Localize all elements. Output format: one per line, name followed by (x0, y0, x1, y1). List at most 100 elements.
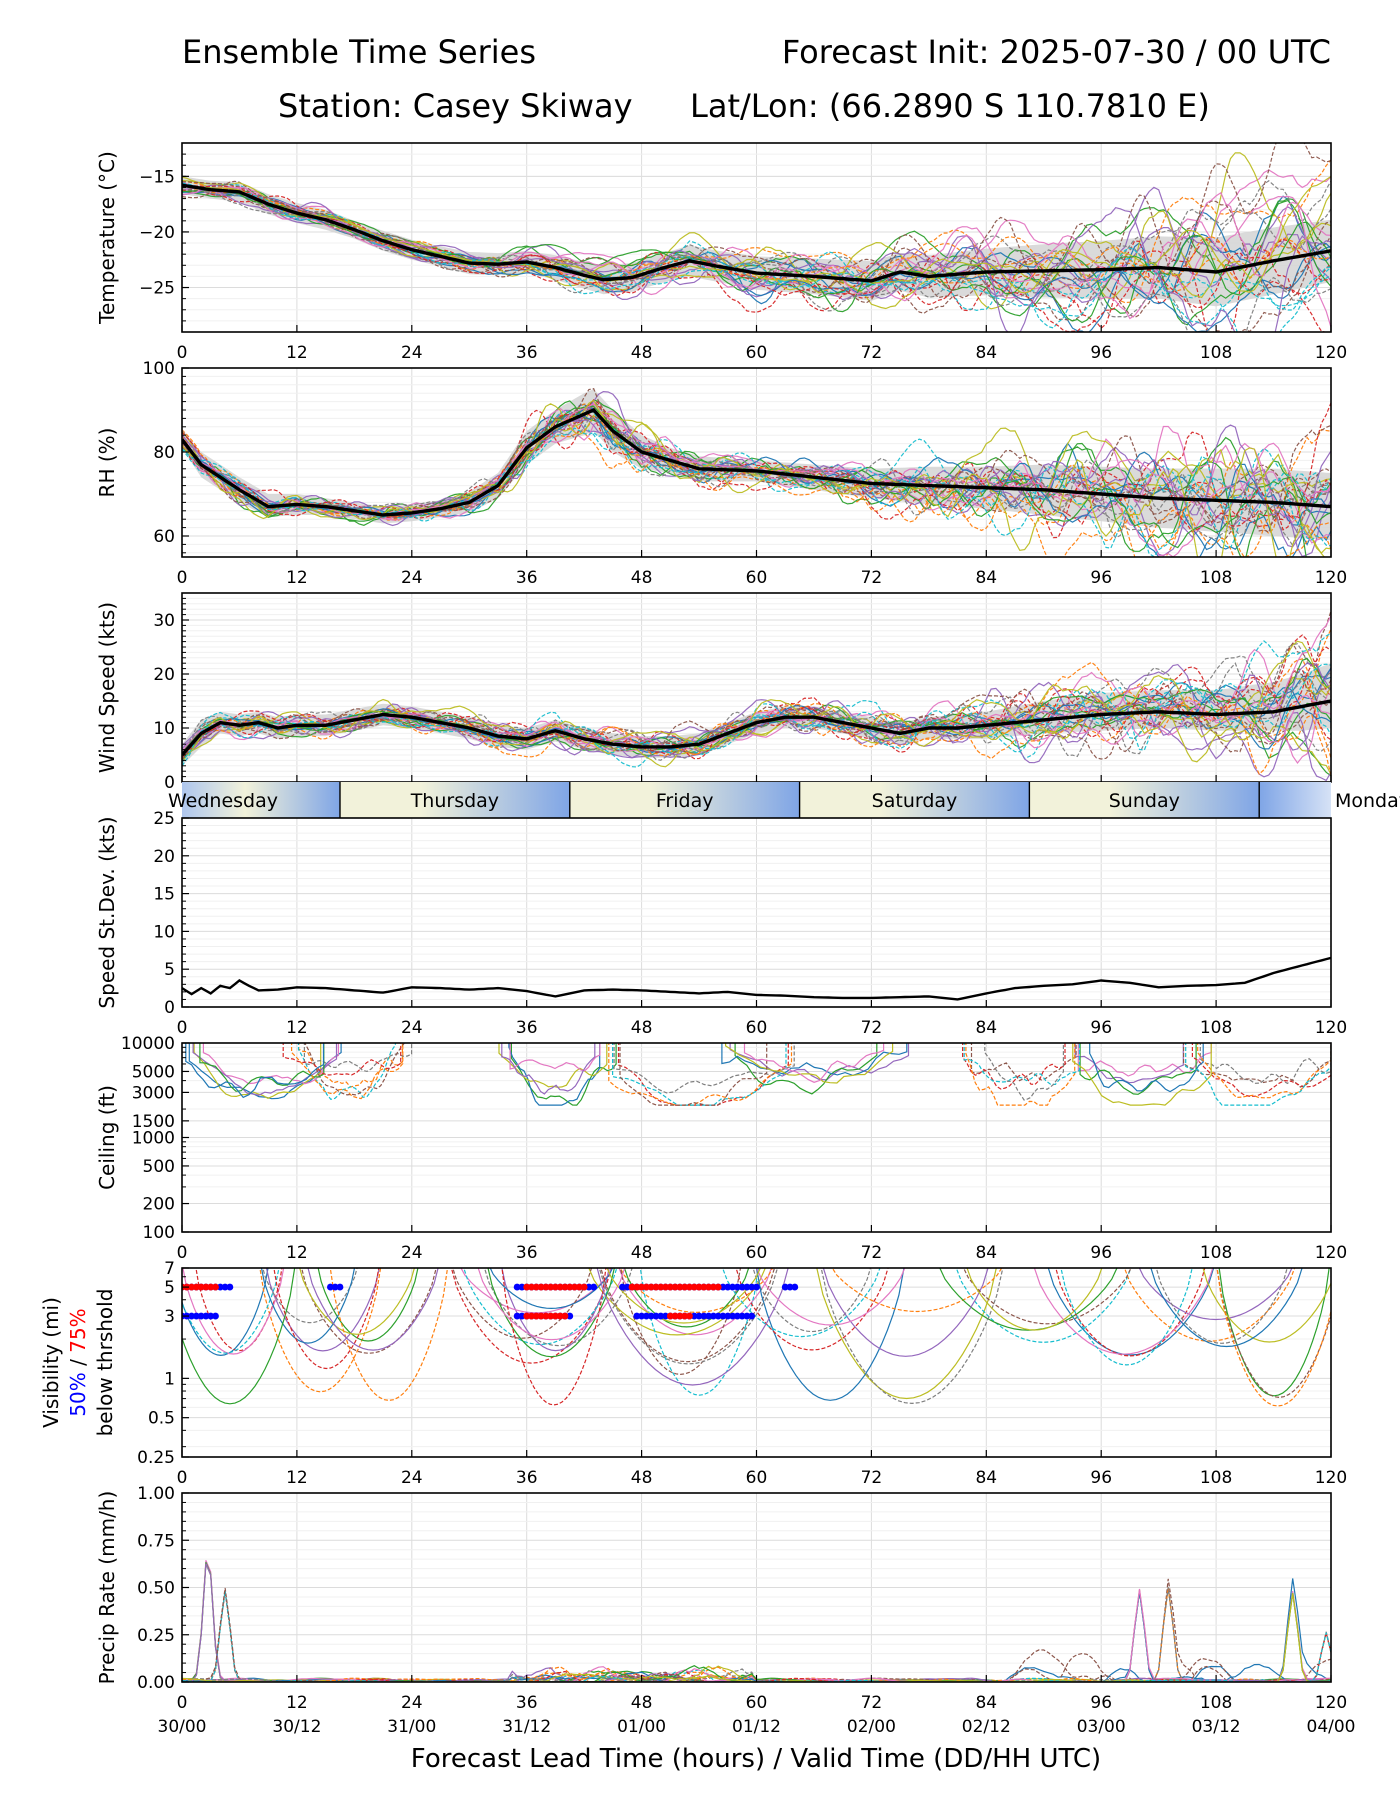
ceiling-member-line (613, 1043, 795, 1094)
ceiling-ytick-label: 500 (143, 1157, 175, 1177)
threshold-marker-75pct (571, 1283, 578, 1291)
day-band (1259, 782, 1331, 818)
threshold-marker-50pct (188, 1312, 195, 1320)
rh-plot-area (182, 388, 1331, 557)
valid-time-label: 31/00 (387, 1717, 436, 1737)
threshold-marker-50pct (710, 1312, 717, 1320)
threshold-marker-50pct (331, 1283, 339, 1291)
visibility-xtick-label: 120 (1315, 1468, 1347, 1488)
ceiling-ytick-label: 3000 (132, 1083, 175, 1103)
visibility-member-line (299, 1268, 416, 1335)
precip-ytick-label: 0.25 (137, 1626, 175, 1646)
rh-ytick-label: 100 (143, 359, 175, 379)
threshold-marker-75pct (681, 1312, 689, 1320)
rh-panel: 60 80 100 0 12 24 36 48 60 72 84 96 108 120 RH (%) (95, 359, 1347, 588)
threshold-marker-75pct (642, 1283, 650, 1291)
visibility-xtick-label: 36 (516, 1468, 538, 1488)
precip-member-line (182, 1588, 1331, 1682)
visibility-member-line (452, 1268, 593, 1339)
speed-stdev-xtick-label: 108 (1200, 1018, 1232, 1038)
visibility-member-line (619, 1268, 742, 1376)
threshold-marker-50pct (690, 1312, 698, 1320)
valid-time-label: 04/00 (1307, 1717, 1356, 1737)
threshold-marker-50pct (585, 1283, 593, 1291)
threshold-marker-75pct (700, 1283, 708, 1291)
ceiling-ytick-label: 200 (143, 1195, 175, 1215)
ceiling-member-line (509, 1043, 601, 1072)
wind-speed-member-line (182, 632, 1331, 759)
threshold-marker-75pct (537, 1283, 545, 1291)
precip-xtick-label: 72 (861, 1693, 883, 1713)
day-band (1029, 782, 1260, 818)
rh-xtick-label: 84 (975, 568, 997, 588)
precip-ytick-label: 0.50 (137, 1579, 175, 1599)
day-band (569, 782, 800, 818)
temperature-xtick-label: 0 (177, 343, 188, 363)
panels: −15−20−250 12 24 36 48 60 72 84 96 108 120Temperat… (39, 142, 1400, 1737)
day-label: Thursday (410, 790, 499, 812)
precip-ytick-label: 1.00 (137, 1484, 175, 1504)
visibility-member-line (450, 1268, 612, 1364)
threshold-marker-50pct (786, 1283, 794, 1291)
visibility-member-line (735, 1268, 889, 1351)
temperature-member-line (182, 181, 1331, 304)
precip-ytick-label: 0.75 (137, 1531, 175, 1551)
rh-xtick-label: 60 (746, 568, 768, 588)
valid-time-label: 02/12 (962, 1717, 1011, 1737)
threshold-marker-50pct (743, 1283, 751, 1291)
day-band (182, 782, 340, 818)
threshold-marker-50pct (623, 1283, 631, 1291)
wind-speed-plot-area (182, 610, 1331, 782)
temperature-member-line (182, 186, 1331, 328)
ceiling-xtick-label: 24 (401, 1243, 423, 1263)
threshold-marker-75pct (528, 1283, 535, 1291)
threshold-marker-75pct (528, 1312, 535, 1320)
temperature-panel: −15 −20 −25 0 12 24 36 48 60 72 84 96 108 120 Temperat… (95, 142, 1347, 363)
ceiling-ylabel: Ceiling (ft) (95, 1085, 119, 1190)
temperature-xtick-label: 108 (1200, 343, 1232, 363)
visibility-member-line (639, 1268, 760, 1396)
threshold-marker-75pct (523, 1283, 531, 1291)
ceiling-member-line (1072, 1043, 1212, 1106)
day-label: Wednesday (168, 790, 278, 812)
threshold-marker-75pct (676, 1283, 684, 1291)
temperature-member-line (182, 183, 1331, 332)
threshold-marker-50pct (518, 1312, 526, 1320)
ceiling-member-line (202, 1043, 339, 1085)
visibility-member-line (822, 1268, 989, 1357)
temperature-member-line (182, 189, 1331, 332)
threshold-marker-75pct (628, 1283, 636, 1291)
rh-member-line (182, 413, 1331, 551)
visibility-member-line (1123, 1268, 1296, 1342)
threshold-marker-50pct (652, 1312, 660, 1320)
threshold-marker-50pct (719, 1283, 727, 1291)
threshold-marker-50pct (336, 1283, 344, 1291)
rh-xtick-label: 48 (631, 568, 653, 588)
visibility-xtick-label: 24 (401, 1468, 423, 1488)
visibility-ytick-label: 3 (164, 1307, 175, 1327)
day-bar (182, 782, 1331, 818)
threshold-marker-75pct (556, 1312, 564, 1320)
threshold-marker-75pct (542, 1283, 550, 1291)
ceiling-member-line (963, 1043, 1080, 1086)
ceiling-ytick-label: 1500 (132, 1112, 175, 1132)
threshold-marker-50pct (733, 1283, 741, 1291)
visibility-member-line (1055, 1268, 1206, 1357)
threshold-marker-75pct (547, 1312, 555, 1320)
wind-speed-ylabel: Wind Speed (kts) (95, 602, 119, 773)
threshold-marker-50pct (212, 1312, 219, 1320)
visibility-ytick-label: 1 (164, 1369, 175, 1389)
visibility-member-line (939, 1268, 1118, 1331)
ceiling-member-line (199, 1043, 325, 1092)
temperature-xtick-label: 48 (631, 343, 653, 363)
threshold-marker-50pct (518, 1283, 526, 1291)
wind-speed-member-line (182, 676, 1331, 768)
speed-stdev-ytick-label: 15 (153, 885, 175, 905)
wind-speed-ytick-label: 0 (164, 773, 175, 793)
precip-panel: 0.00 0.25 0.50 0.75 1.00 0 12 24 36 48 60 72 84 96 108… (95, 1484, 1356, 1737)
visibility-member-line (588, 1268, 766, 1336)
threshold-marker-50pct (695, 1312, 703, 1320)
rh-member-line (182, 399, 1326, 557)
precip-xtick-label: 36 (516, 1693, 538, 1713)
threshold-marker-50pct (733, 1312, 741, 1320)
